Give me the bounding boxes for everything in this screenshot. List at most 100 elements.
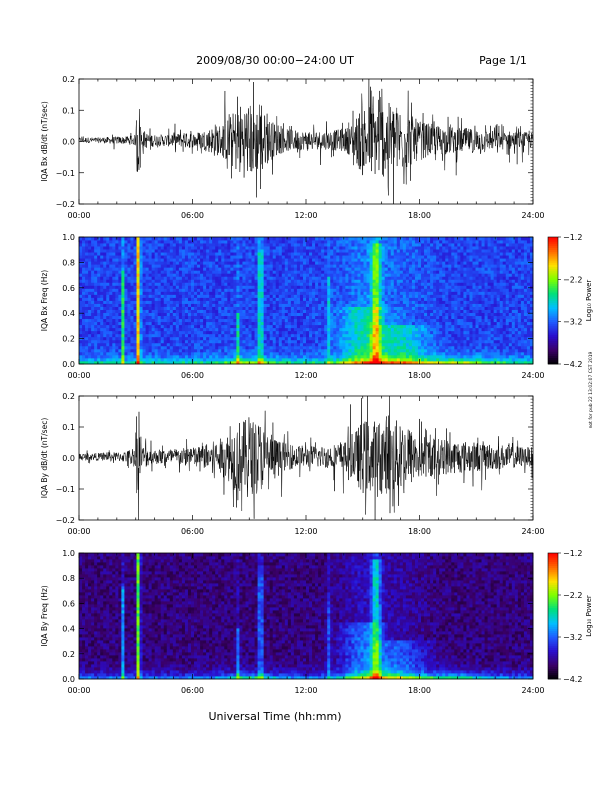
heatmap-cell [357,273,361,277]
heatmap-cell [490,276,495,280]
heatmap-cell [342,351,346,356]
heatmap-cell [324,267,328,271]
heatmap-cell [212,312,216,317]
heatmap-cell [200,348,204,353]
heatmap-cell [405,291,410,295]
heatmap-cell [194,303,198,307]
heatmap-cell [318,291,322,295]
heatmap-cell [454,288,458,292]
heatmap-cell [433,276,437,280]
heatmap-cell [94,270,98,274]
heatmap-cell [278,333,283,338]
heatmap-cell [460,306,464,310]
page-indicator: Page 1/1 [479,54,527,67]
heatmap-cell [251,357,255,362]
heatmap-cell [263,267,268,271]
heatmap-cell [299,333,304,338]
heatmap-cell [520,360,525,365]
heatmap-cell [526,282,531,286]
heatmap-cell [85,279,89,283]
heatmap-cell [490,303,495,307]
heatmap-cell [287,279,292,283]
heatmap-cell [472,342,476,347]
heatmap-cell [242,333,246,338]
heatmap-cell [194,297,198,301]
heatmap-cell [408,285,413,289]
heatmap-cell [318,264,322,268]
heatmap-cell [178,264,183,268]
heatmap-cell [227,315,231,320]
heatmap-cell [100,354,104,359]
heatmap-cell [372,279,377,283]
heatmap-cell [166,306,171,310]
heatmap-cell [197,297,201,301]
heatmap-cell [375,315,380,320]
heatmap-cell [218,264,222,268]
heatmap-cell [511,306,516,310]
heatmap-cell [148,291,153,295]
heatmap-cell [299,324,304,329]
heatmap-cell [442,291,446,295]
heatmap-cell [393,282,398,286]
heatmap-cell [245,324,249,329]
heatmap-cell [475,327,479,332]
heatmap-cell [520,330,525,335]
heatmap-cell [127,360,131,365]
heatmap-cell [85,282,89,286]
heatmap-cell [481,351,485,356]
heatmap-cell [523,267,528,271]
heatmap-cell [257,279,261,283]
heatmap-cell [357,303,361,307]
heatmap-cell [151,318,156,323]
heatmap-cell [103,306,107,310]
heatmap-cell [414,354,419,359]
heatmap-cell [272,309,277,313]
heatmap-cell [369,303,373,307]
heatmap-cell [121,309,125,313]
heatmap-cell [103,267,107,271]
heatmap-cell [424,291,428,295]
heatmap-cell [88,327,92,332]
heatmap-cell [366,315,370,320]
heatmap-cell [357,324,361,329]
heatmap-cell [357,297,361,301]
heatmap-cell [178,330,183,335]
heatmap-cell [100,315,104,320]
heatmap-cell [505,291,510,295]
heatmap-cell [529,270,534,274]
heatmap-cell [427,288,431,292]
heatmap-cell [151,324,156,329]
heatmap-cell [357,306,361,310]
heatmap-cell [115,342,119,347]
heatmap-cell [451,270,455,274]
heatmap-cell [142,306,146,310]
heatmap-cell [448,276,452,280]
heatmap-cell [97,267,101,271]
heatmap-cell [154,321,159,326]
heatmap-cell [336,285,340,289]
heatmap-cell [318,306,322,310]
heatmap-cell [287,333,292,338]
heatmap-cell [381,285,386,289]
heatmap-cell [342,294,346,298]
heatmap-cell [100,291,104,295]
heatmap-cell [251,282,255,286]
heatmap-cell [442,360,446,365]
heatmap-cell [257,276,261,280]
heatmap-cell [290,285,295,289]
heatmap-cell [312,327,316,332]
heatmap-cell [175,315,180,320]
heatmap-cell [187,333,192,338]
heatmap-cell [321,339,325,344]
heatmap-cell [197,330,201,335]
heatmap-cell [396,297,401,301]
heatmap-cell [215,291,219,295]
heatmap-cell [215,309,219,313]
heatmap-cell [230,285,234,289]
heatmap-cell [472,339,476,344]
heatmap-cell [97,327,101,332]
heatmap-cell [181,309,186,313]
heatmap-cell [157,312,162,317]
heatmap-cell [194,300,198,304]
heatmap-cell [445,297,449,301]
